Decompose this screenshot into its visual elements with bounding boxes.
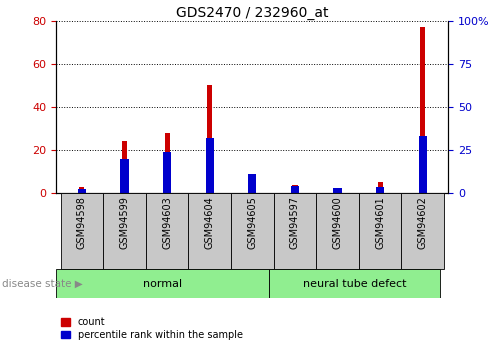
Bar [250,189,255,193]
Text: GSM94605: GSM94605 [247,196,257,249]
Bar [291,186,299,193]
Text: disease state ▶: disease state ▶ [2,279,83,289]
Text: GSM94597: GSM94597 [290,196,300,249]
Text: GSM94603: GSM94603 [162,196,172,249]
FancyBboxPatch shape [401,193,444,269]
FancyBboxPatch shape [316,193,359,269]
FancyBboxPatch shape [56,269,270,298]
Bar [165,133,170,193]
FancyBboxPatch shape [146,193,189,269]
Legend: count, percentile rank within the sample: count, percentile rank within the sample [61,317,243,340]
FancyBboxPatch shape [273,193,316,269]
Title: GDS2470 / 232960_at: GDS2470 / 232960_at [176,6,329,20]
FancyBboxPatch shape [359,193,401,269]
Bar [378,183,383,193]
FancyBboxPatch shape [270,269,440,298]
Bar [418,136,427,193]
Text: neural tube defect: neural tube defect [303,279,406,289]
Bar [163,152,171,193]
Bar [335,189,340,193]
Bar [206,138,214,193]
Text: GSM94601: GSM94601 [375,196,385,249]
FancyBboxPatch shape [231,193,273,269]
FancyBboxPatch shape [189,193,231,269]
Text: normal: normal [143,279,182,289]
Bar [122,141,127,193]
Bar [121,159,128,193]
Text: GSM94604: GSM94604 [205,196,215,249]
Bar [376,187,384,193]
Text: GSM94599: GSM94599 [120,196,129,249]
Bar [79,187,84,193]
FancyBboxPatch shape [103,193,146,269]
Text: GSM94598: GSM94598 [77,196,87,249]
Text: GSM94600: GSM94600 [333,196,343,249]
FancyBboxPatch shape [61,193,103,269]
Bar [420,27,425,193]
Bar [207,86,212,193]
Bar [293,185,297,193]
Text: GSM94602: GSM94602 [418,196,428,249]
Bar [248,174,256,193]
Bar [78,189,86,193]
Bar [334,188,342,193]
